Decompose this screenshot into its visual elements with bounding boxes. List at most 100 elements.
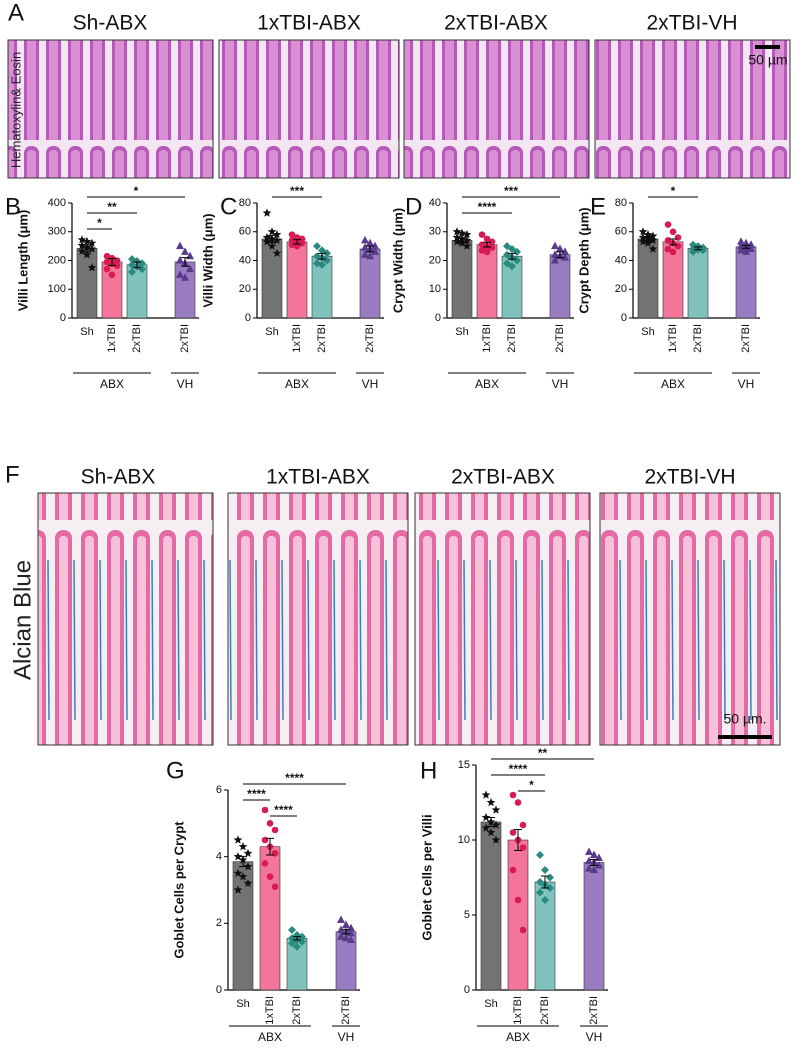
group-label: VH bbox=[552, 377, 569, 391]
y-axis-label: Goblet Cells per Crypt bbox=[171, 821, 186, 959]
data-point bbox=[293, 942, 301, 951]
data-point bbox=[664, 245, 672, 253]
data-point bbox=[481, 790, 491, 799]
data-point bbox=[233, 835, 243, 844]
error-bar bbox=[181, 257, 189, 267]
data-point bbox=[462, 230, 472, 239]
panel-letter: C bbox=[220, 193, 237, 220]
data-point bbox=[233, 885, 243, 894]
data-point bbox=[238, 872, 248, 881]
micrograph bbox=[414, 492, 591, 746]
y-tick-label: 30 bbox=[429, 226, 441, 238]
micrograph bbox=[7, 39, 214, 179]
data-point bbox=[514, 799, 522, 806]
data-point bbox=[347, 935, 355, 943]
data-point bbox=[737, 241, 745, 250]
data-point bbox=[556, 244, 564, 252]
data-point bbox=[342, 920, 350, 928]
scale-bar-label: 50 µm bbox=[748, 52, 787, 68]
group-label: VH bbox=[177, 377, 194, 391]
x-tick-label: Sh bbox=[236, 998, 249, 1010]
data-point bbox=[262, 237, 272, 246]
group-label: VH bbox=[738, 377, 755, 391]
significance-label: **** bbox=[247, 787, 266, 801]
y-tick-label: 2 bbox=[216, 917, 222, 929]
data-point bbox=[541, 896, 549, 904]
y-tick-label: 300 bbox=[48, 226, 66, 238]
bar bbox=[359, 248, 381, 319]
data-point bbox=[77, 241, 87, 250]
data-point bbox=[272, 230, 282, 239]
data-point bbox=[643, 238, 653, 247]
y-tick-label: 5 bbox=[464, 909, 470, 921]
x-tick-label: 1xTBI bbox=[106, 324, 118, 353]
data-point bbox=[77, 235, 87, 244]
panel-letter: G bbox=[166, 757, 185, 784]
data-point bbox=[113, 262, 121, 269]
data-point bbox=[669, 228, 677, 236]
data-point bbox=[486, 797, 496, 807]
group-label: ABX bbox=[475, 377, 499, 391]
data-point bbox=[138, 265, 146, 274]
group-label: VH bbox=[362, 377, 379, 391]
data-point bbox=[536, 851, 544, 859]
x-tick-label: Sh bbox=[80, 326, 93, 338]
y-tick-label: 4 bbox=[216, 851, 222, 863]
data-point bbox=[595, 861, 603, 869]
data-point bbox=[342, 933, 350, 942]
data-point bbox=[513, 256, 521, 265]
error-bar bbox=[742, 244, 750, 249]
y-tick-label: 0 bbox=[216, 984, 222, 996]
bar bbox=[480, 821, 502, 991]
data-point bbox=[243, 848, 253, 858]
x-tick-label: Sh bbox=[265, 326, 278, 338]
data-point bbox=[176, 270, 184, 278]
data-point bbox=[519, 821, 527, 829]
micrograph bbox=[594, 39, 791, 179]
bar bbox=[583, 862, 605, 991]
micrograph-title: 1xTBI-ABX bbox=[257, 12, 361, 35]
data-point bbox=[261, 860, 269, 867]
data-point bbox=[742, 238, 750, 247]
y-tick-label: 20 bbox=[615, 283, 627, 295]
data-point bbox=[452, 232, 462, 242]
micrograph-title: Sh-ABX bbox=[73, 12, 148, 35]
data-point bbox=[483, 248, 491, 256]
micrograph-title: 2xTBI-VH bbox=[646, 12, 737, 35]
error-bar bbox=[318, 252, 326, 260]
data-point bbox=[337, 925, 345, 933]
data-point bbox=[262, 232, 272, 242]
data-point bbox=[288, 241, 296, 248]
data-point bbox=[82, 236, 92, 246]
y-tick-label: 80 bbox=[615, 197, 627, 209]
data-point bbox=[638, 227, 648, 236]
data-point bbox=[737, 237, 745, 245]
data-point bbox=[233, 868, 243, 878]
data-point bbox=[243, 862, 253, 871]
x-tick-label: 2xTBI bbox=[539, 996, 551, 1025]
data-point bbox=[674, 234, 682, 241]
error-bar bbox=[508, 252, 516, 260]
x-tick-label: 2xTBI bbox=[291, 996, 303, 1025]
data-point bbox=[664, 221, 672, 228]
x-tick-label: 2xTBI bbox=[340, 996, 352, 1025]
bar bbox=[451, 240, 473, 319]
bar bbox=[735, 246, 757, 319]
data-point bbox=[551, 256, 559, 264]
error-bar bbox=[366, 245, 374, 253]
data-point bbox=[272, 248, 282, 257]
data-point bbox=[266, 873, 274, 880]
data-point bbox=[323, 256, 331, 265]
panel-letter: F bbox=[5, 461, 20, 488]
micrograph-title: 2xTBI-ABX bbox=[444, 12, 548, 35]
x-tick-label: 1xTBI bbox=[291, 324, 303, 353]
data-point bbox=[509, 829, 517, 836]
data-point bbox=[337, 915, 345, 923]
group-label: ABX bbox=[661, 377, 685, 391]
error-bar bbox=[669, 238, 677, 246]
data-point bbox=[551, 241, 559, 250]
error-bar bbox=[483, 241, 491, 248]
y-tick-label: 200 bbox=[48, 254, 66, 266]
error-bar bbox=[514, 829, 522, 851]
y-tick-label: 60 bbox=[239, 226, 251, 238]
